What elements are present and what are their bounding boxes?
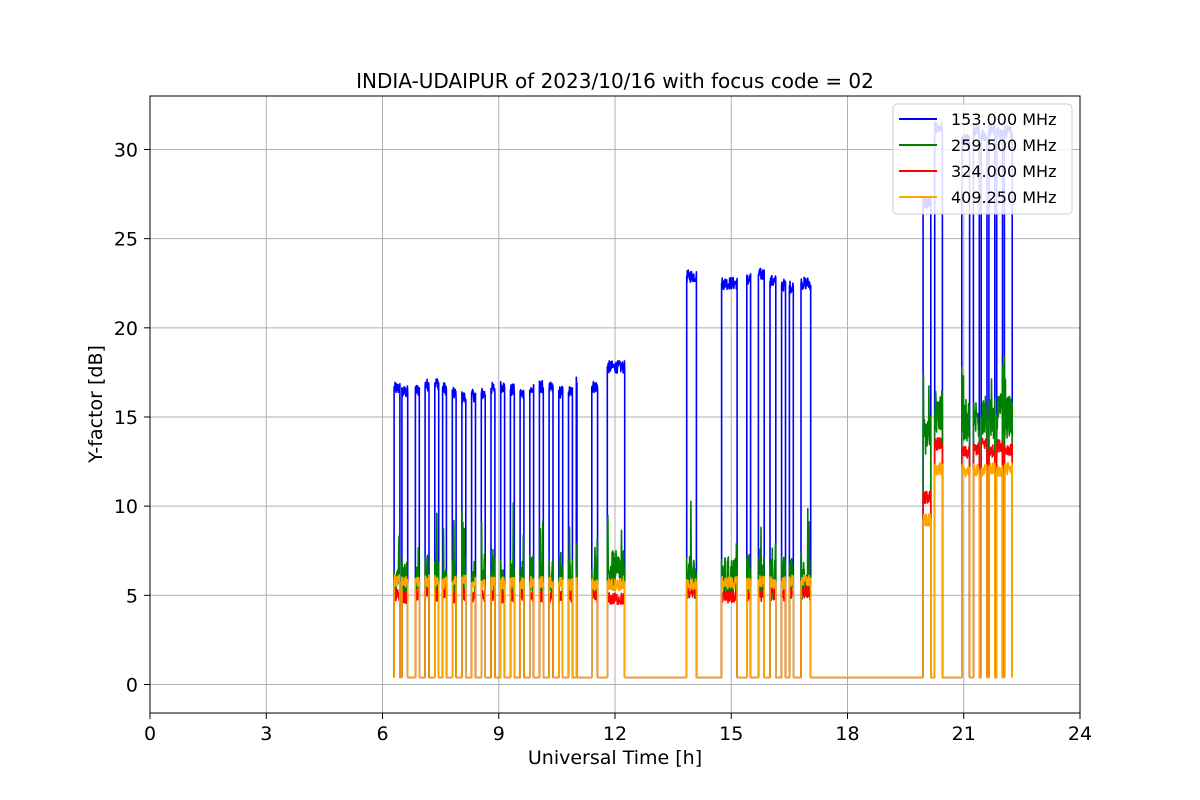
series-line: [393, 355, 1013, 679]
y-tick-label: 0: [126, 674, 138, 696]
y-tick-label: 30: [114, 139, 138, 161]
y-axis: 0 5 10 15 20 25 30: [114, 139, 150, 696]
y-tick-label: 5: [126, 585, 138, 607]
legend-entry: 409.250 MHz: [951, 188, 1056, 207]
x-axis: 0 3 6 9 12 15 18 21 24: [144, 713, 1092, 745]
y-axis-label: Y-factor [dB]: [85, 345, 107, 464]
chart-title: INDIA-UDAIPUR of 2023/10/16 with focus c…: [356, 69, 874, 93]
x-tick-label: 21: [952, 723, 976, 745]
x-tick-label: 24: [1068, 723, 1092, 745]
y-tick-label: 20: [114, 318, 138, 340]
x-tick-label: 18: [835, 723, 859, 745]
x-tick-label: 12: [603, 723, 627, 745]
y-tick-label: 15: [114, 407, 138, 429]
legend-entry: 153.000 MHz: [951, 110, 1056, 129]
legend-entry: 259.500 MHz: [951, 136, 1056, 155]
y-tick-label: 10: [114, 496, 138, 518]
x-tick-label: 9: [493, 723, 505, 745]
y-tick-label: 25: [114, 229, 138, 251]
x-tick-label: 3: [260, 723, 272, 745]
legend-box: [892, 103, 1073, 215]
legend-entry: 324.000 MHz: [951, 162, 1056, 181]
x-tick-label: 15: [719, 723, 743, 745]
x-tick-label: 6: [376, 723, 388, 745]
series-line: [393, 461, 1013, 679]
x-tick-label: 0: [144, 723, 156, 745]
x-axis-label: Universal Time [h]: [528, 747, 702, 769]
legend: 153.000 MHz 259.500 MHz 324.000 MHz 409.250…: [892, 103, 1073, 215]
